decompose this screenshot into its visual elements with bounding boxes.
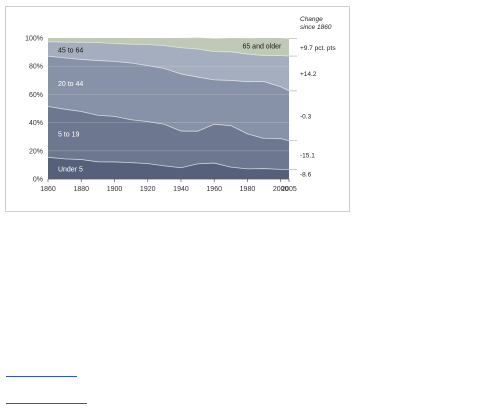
x-tick-label: 1860 bbox=[40, 186, 56, 193]
x-tick-label: 1920 bbox=[140, 186, 156, 193]
band-label: 45 to 64 bbox=[58, 47, 83, 54]
change-heading: Change bbox=[300, 16, 323, 23]
footer-link-2[interactable] bbox=[6, 403, 87, 404]
area-45-to-64 bbox=[48, 41, 289, 91]
band-label: 65 and older bbox=[242, 44, 282, 51]
change-label: -15.1 bbox=[300, 153, 315, 160]
area-under-5 bbox=[48, 157, 289, 179]
band-label: Under 5 bbox=[58, 166, 83, 173]
band-boundary-line bbox=[47, 41, 290, 57]
x-tick-label: 1900 bbox=[107, 186, 123, 193]
x-tick-label: 1960 bbox=[206, 186, 222, 193]
band-boundary-line bbox=[47, 55, 290, 92]
area-5-to-19 bbox=[48, 106, 289, 170]
change-label: +14.2 bbox=[300, 71, 317, 78]
y-tick-label: 60% bbox=[29, 92, 43, 99]
x-tick-label: 1980 bbox=[240, 186, 256, 193]
band-label: 5 to 19 bbox=[58, 132, 80, 139]
y-tick-label: 0% bbox=[33, 177, 43, 184]
x-tick-label: 2000 bbox=[273, 186, 289, 193]
x-tick-label: 1940 bbox=[173, 186, 189, 193]
band-boundary-line bbox=[47, 106, 290, 142]
x-tick-label: 1880 bbox=[73, 186, 89, 193]
change-heading: since 1860 bbox=[300, 24, 332, 31]
band-boundary-line bbox=[47, 156, 289, 170]
area-20-to-44 bbox=[48, 56, 289, 141]
change-label: +9.7 pct. pts bbox=[300, 45, 336, 52]
change-label: -8.6 bbox=[300, 172, 312, 179]
y-tick-label: 100% bbox=[25, 36, 43, 43]
stacked-area-chart: 0% 20% 40% 60% 80% 100% 1860 1880 1900 1920 1940 19… bbox=[25, 16, 336, 193]
y-tick-label: 80% bbox=[29, 64, 43, 71]
change-label: -0.3 bbox=[300, 113, 312, 120]
chart-figure: 0% 20% 40% 60% 80% 100% 1860 1880 1900 1920 1940 19… bbox=[5, 6, 350, 212]
footer-link-1[interactable] bbox=[6, 376, 77, 377]
y-tick-label: 20% bbox=[29, 148, 43, 155]
y-tick-label: 40% bbox=[29, 120, 43, 127]
band-label: 20 to 44 bbox=[58, 81, 83, 88]
x-tick-label: 2005 bbox=[281, 186, 297, 193]
